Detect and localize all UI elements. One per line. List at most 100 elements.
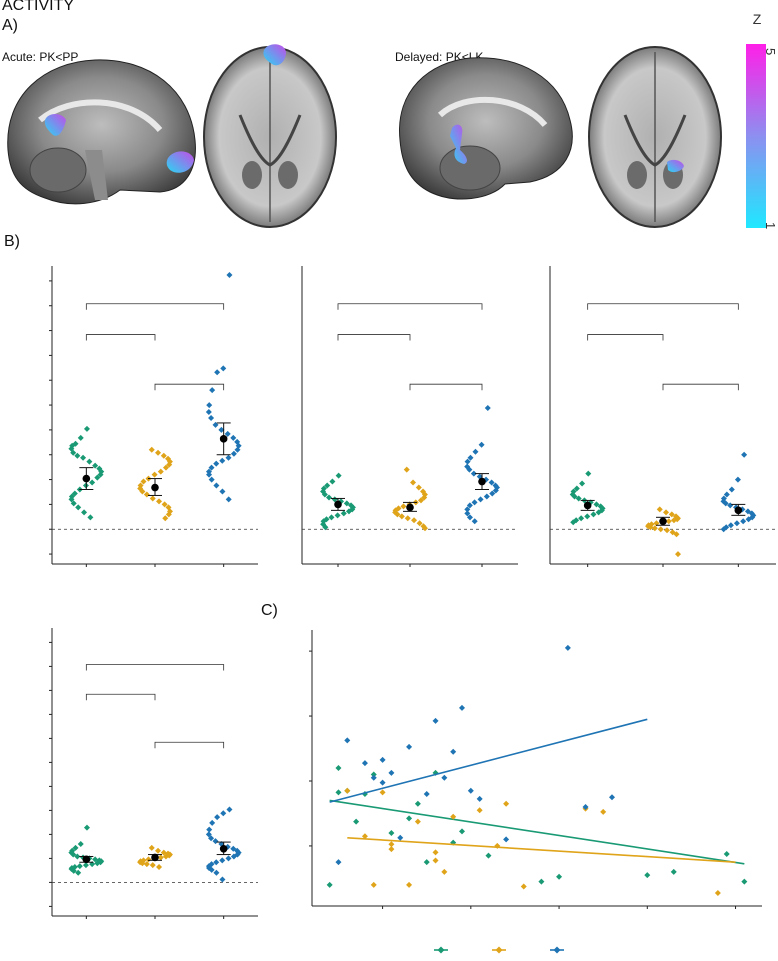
data-point-lk: [331, 496, 338, 503]
data-point-pk: [155, 449, 162, 456]
colorbar-max: 5: [763, 48, 778, 55]
axial-brain-delayed: [588, 46, 722, 228]
data-point-pp: [464, 510, 471, 517]
data-point-pk: [665, 518, 672, 525]
data-point-pp: [406, 743, 413, 750]
data-point-lk: [326, 494, 333, 501]
data-point-pp: [723, 524, 730, 531]
data-point-pk: [388, 846, 395, 853]
data-point-pk: [476, 807, 483, 814]
data-point-pp: [464, 458, 471, 465]
group-mean-point: [151, 853, 159, 862]
data-point-pk: [148, 844, 155, 851]
data-point-pp: [213, 482, 220, 489]
data-point-pk: [145, 856, 152, 863]
data-point-pp: [741, 451, 748, 458]
data-point-pp: [370, 774, 377, 781]
data-point-lk: [741, 878, 748, 885]
data-point-pp: [503, 836, 510, 843]
data-point-lk: [579, 480, 586, 487]
data-point-pp: [582, 803, 589, 810]
data-point-pk: [404, 515, 411, 522]
data-point-pp: [740, 518, 747, 525]
data-point-lk: [593, 501, 600, 508]
data-point-pp: [220, 810, 227, 817]
data-point-pk: [417, 497, 424, 504]
data-point-lk: [70, 500, 77, 507]
data-point-pp: [450, 748, 457, 755]
data-point-lk: [328, 514, 335, 521]
data-point-lk: [388, 829, 395, 836]
data-point-pk: [140, 478, 147, 485]
legend-key-marker: [553, 946, 561, 954]
data-point-pp: [728, 486, 735, 493]
data-point-pp: [235, 849, 242, 856]
data-point-pk: [162, 515, 169, 522]
data-point-pp: [397, 834, 404, 841]
data-point-lk: [556, 873, 563, 880]
activation-blob: [450, 124, 467, 164]
data-point-pk: [143, 861, 150, 868]
data-point-lk: [570, 519, 577, 526]
data-point-lk: [321, 491, 328, 498]
data-point-pp: [727, 502, 734, 509]
data-point-pp: [441, 774, 448, 781]
data-point-pp: [208, 866, 215, 873]
data-point-lk: [723, 851, 730, 858]
data-point-pp: [208, 414, 215, 421]
data-point-lk: [76, 863, 83, 870]
colorbar: Z 5 1: [746, 11, 778, 229]
data-point-pk: [664, 527, 671, 534]
data-point-pp: [466, 514, 473, 521]
chart-pcc-cerebellum: [549, 266, 776, 567]
data-point-pp: [225, 454, 232, 461]
data-point-pp: [225, 855, 232, 862]
data-point-lk: [81, 509, 88, 516]
data-point-lk: [595, 509, 602, 516]
section-c-label: C): [261, 602, 278, 619]
data-point-pk: [657, 526, 664, 533]
data-point-lk: [575, 495, 582, 502]
data-point-pp: [219, 857, 226, 864]
group-mean-point: [151, 483, 159, 492]
chart-mpfc: [49, 266, 258, 567]
data-point-lk: [82, 862, 89, 869]
data-point-lk: [423, 859, 430, 866]
data-point-pp: [492, 487, 499, 494]
data-point-pk: [520, 883, 527, 890]
data-point-lk: [92, 856, 99, 863]
data-point-pk: [673, 531, 680, 538]
brain-images: Z 5 1: [7, 11, 778, 229]
data-point-lk: [94, 474, 101, 481]
data-point-pk: [388, 841, 395, 848]
data-point-lk: [644, 872, 651, 879]
data-point-lk: [573, 485, 580, 492]
group-mean-point: [583, 501, 592, 510]
data-point-pk: [398, 513, 405, 520]
data-point-lk: [345, 508, 352, 515]
activation-blob: [166, 151, 194, 173]
colorbar-min: 1: [763, 222, 778, 229]
data-point-lk: [96, 465, 103, 472]
data-point-pp: [470, 470, 477, 477]
data-point-lk: [349, 506, 356, 513]
group-mean-point: [406, 503, 414, 512]
data-point-pk: [714, 890, 721, 897]
data-point-lk: [343, 500, 350, 507]
data-point-pk: [674, 551, 681, 558]
data-point-lk: [334, 512, 341, 519]
data-point-pk: [432, 857, 439, 864]
data-point-pk: [379, 789, 386, 796]
data-point-pk: [166, 461, 173, 468]
data-point-lk: [323, 516, 330, 523]
significance-bracket: [662, 383, 739, 391]
data-point-pp: [219, 457, 226, 464]
significance-bracket: [587, 303, 739, 310]
data-point-pk: [361, 833, 368, 840]
data-point-lk: [94, 860, 101, 867]
data-point-pp: [208, 835, 215, 842]
data-point-pp: [225, 496, 232, 503]
data-point-pp: [464, 506, 471, 513]
data-point-lk: [74, 853, 81, 860]
data-point-lk: [320, 521, 327, 528]
